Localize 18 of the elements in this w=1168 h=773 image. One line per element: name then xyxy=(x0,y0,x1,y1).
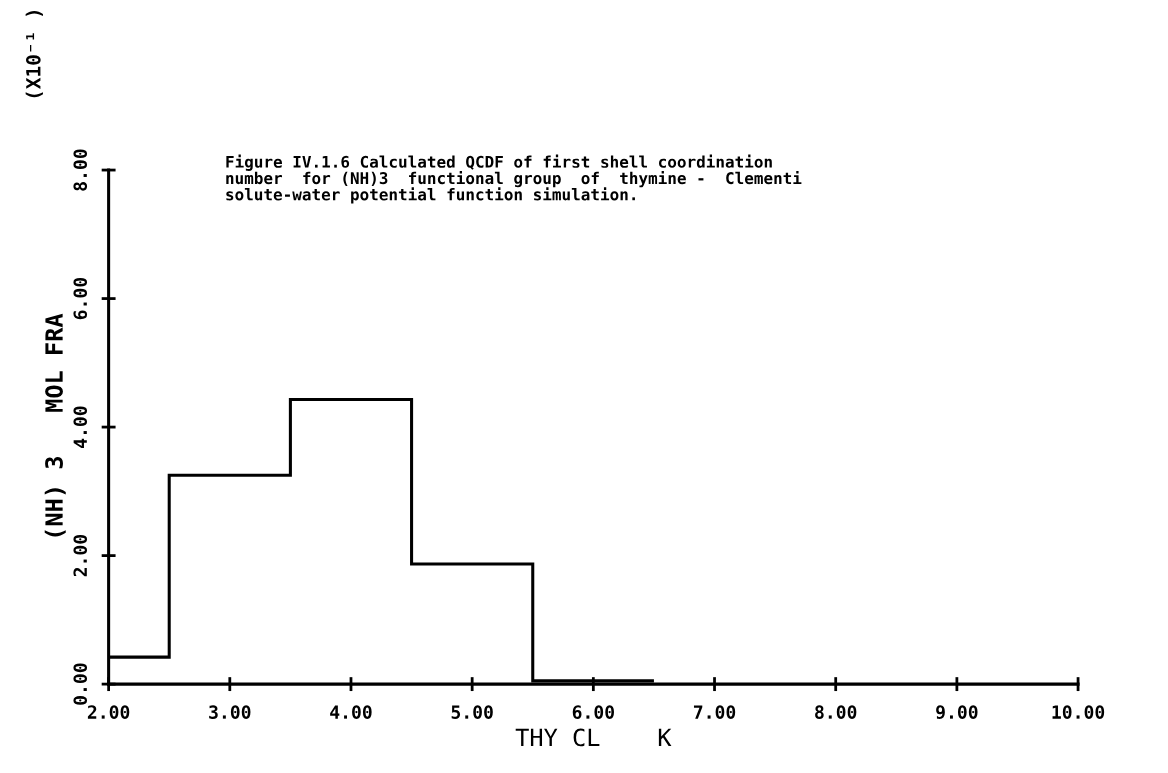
y-tick-label: 8.00 xyxy=(73,149,88,191)
x-tick-label: 7.00 xyxy=(693,705,736,719)
chart-title: Figure IV.1.6 Calculated QCDF of first shell coordination number for (NH)3 functional group of thymine - Clementi solute-water potential function simulation. xyxy=(226,154,802,204)
x-tick-label: 2.00 xyxy=(87,705,130,719)
x-tick-label: 9.00 xyxy=(936,705,978,719)
y-axis-title: (NH) 3 MOL FRA xyxy=(44,313,66,537)
x-tick-label: 3.00 xyxy=(209,705,251,719)
y-tick-label: 0.00 xyxy=(73,663,88,705)
y-tick-label: 6.00 xyxy=(73,277,88,320)
x-tick-label: 10.00 xyxy=(1052,705,1105,719)
x-axis-title: THY CL K xyxy=(515,728,672,747)
text: (X10⁻¹ ) xyxy=(25,10,43,98)
x-tick-label: 4.00 xyxy=(330,705,372,719)
x-tick-label: 8.00 xyxy=(815,705,857,719)
y-tick-label: 2.00 xyxy=(73,534,88,577)
y-tick-label: 4.00 xyxy=(73,406,88,448)
x-tick-label: 6.00 xyxy=(572,705,614,719)
x-tick-label: 5.00 xyxy=(451,705,493,719)
